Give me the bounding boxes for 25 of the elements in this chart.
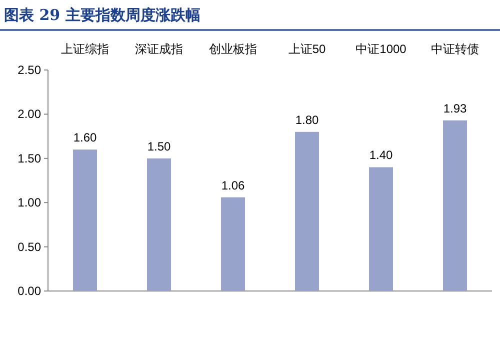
data-label: 1.93	[443, 101, 467, 116]
x-tick-label: 上证综指	[61, 42, 109, 56]
bar	[295, 132, 319, 291]
x-tick-label: 中证转债	[431, 42, 479, 56]
y-tick-label: 1.50	[18, 151, 42, 166]
data-label: 1.50	[147, 139, 171, 154]
y-tick-label: 1.00	[18, 196, 42, 210]
chart-title: 图表 29 主要指数周度涨跌幅	[4, 6, 200, 24]
bar	[369, 167, 393, 291]
y-tick-label: 0.50	[18, 240, 42, 254]
y-tick-label: 0.00	[18, 284, 42, 298]
x-tick-label: 创业板指	[209, 42, 257, 56]
data-label: 1.80	[295, 112, 319, 127]
y-tick-label: 2.50	[18, 63, 42, 77]
bar	[147, 158, 171, 291]
bar	[73, 150, 97, 291]
y-tick-label: 2.00	[18, 107, 42, 122]
data-label: 1.06	[221, 178, 245, 192]
x-tick-label: 上证50	[288, 42, 326, 56]
x-tick-label: 中证1000	[356, 42, 407, 56]
bar	[443, 120, 467, 291]
x-tick-label: 深证成指	[135, 42, 183, 56]
data-label: 1.40	[369, 148, 393, 162]
bar	[221, 197, 245, 291]
data-label: 1.60	[73, 130, 97, 145]
